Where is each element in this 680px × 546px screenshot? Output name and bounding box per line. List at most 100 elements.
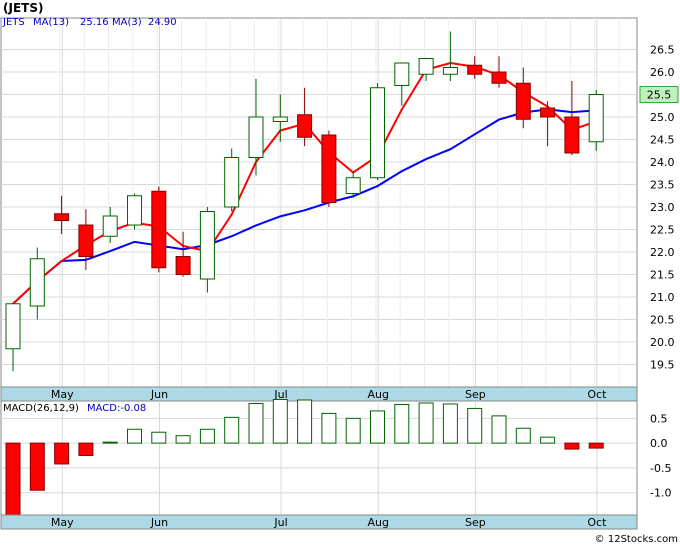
candle-body: [5, 303, 21, 350]
macd-bar: [394, 403, 410, 444]
legend-ma13-value: 25.16: [80, 17, 109, 28]
price-month-label: Jun: [150, 388, 168, 401]
candle-body: [224, 157, 240, 208]
price-tick-label: 23.0: [650, 201, 675, 214]
macd-bar: [442, 403, 458, 444]
macd-month-label: Jul: [273, 516, 287, 529]
candle-body: [29, 258, 45, 307]
price-tick-label: 26.5: [650, 44, 675, 57]
price-panel: 19.5 20.0 20.5 21.0 21.5 22.0 22.5 23.0 23.5 24.0…: [0, 17, 679, 388]
price-tick-label: 22.0: [650, 246, 675, 259]
macd-tick-label: -1.0: [650, 487, 671, 500]
candle-body: [588, 94, 604, 143]
ma13-polyline: [12, 108, 597, 305]
macd-month-label: Jun: [150, 516, 168, 529]
price-grid: [1, 18, 637, 387]
candle-body: [418, 58, 434, 75]
candle-body: [370, 87, 385, 179]
macd-value-label: MACD:-0.08: [87, 403, 146, 414]
candle-body: [442, 67, 458, 75]
ma13-line: [12, 108, 597, 305]
candle-body: [491, 71, 507, 84]
candle-body: [515, 82, 531, 120]
candle-body: [394, 62, 410, 86]
macd-bar: [224, 416, 240, 444]
macd-bar: [272, 399, 288, 444]
legend-symbol: JETS: [2, 17, 25, 28]
candle-body: [151, 190, 167, 269]
last-price-tag: 25.5: [639, 86, 679, 103]
price-tick-label: 24.5: [650, 134, 675, 147]
price-tick-label: 21.0: [650, 291, 675, 304]
macd-bar: [29, 442, 45, 491]
candle-body: [564, 116, 580, 154]
legend: JETS MA(13) 25.16 MA(3) 24.90: [2, 17, 177, 28]
price-month-axis: [0, 386, 638, 402]
chart-title: (JETS): [3, 1, 43, 15]
macd-bar: [588, 442, 604, 449]
macd-bar: [418, 402, 434, 444]
macd-bar: [151, 431, 167, 444]
macd-month-label: Oct: [587, 516, 607, 529]
price-tick-label: 25.0: [650, 111, 675, 124]
candle-body: [321, 134, 337, 203]
macd-bar: [370, 410, 385, 444]
macd-month-labels: May Jun Jul Aug Sep Oct: [51, 516, 607, 529]
macd-bar: [175, 435, 191, 444]
macd-bar: [54, 442, 70, 465]
price-tick-label: 19.5: [650, 359, 675, 372]
price-tick-label: 20.5: [650, 314, 675, 327]
price-month-label: Sep: [465, 388, 486, 401]
price-tick-label: 26.0: [650, 66, 675, 79]
macd-title: MACD(26,12,9): [3, 403, 79, 414]
candle-body: [540, 107, 556, 118]
legend-ma3-value: 24.90: [148, 17, 177, 28]
candle-body: [54, 213, 70, 221]
macd-bar: [345, 417, 361, 444]
macd-bar: [127, 428, 142, 444]
price-month-labels: May Jun Jul Aug Sep Oct: [51, 388, 607, 401]
macd-tick-label: -0.5: [650, 462, 671, 475]
macd-month-label: Sep: [465, 516, 486, 529]
candle-body: [78, 224, 94, 257]
candle-body: [297, 114, 313, 138]
legend-ma3-label: MA(3): [112, 17, 142, 28]
macd-y-axis: 0.5 0.0 -0.5 -1.0: [650, 412, 671, 499]
macd-bar: [297, 399, 313, 444]
last-price-box: [639, 86, 679, 103]
macd-month-axis: [0, 514, 638, 530]
macd-month-label: May: [51, 516, 74, 529]
price-tick-label: 24.0: [650, 156, 675, 169]
price-tick-label: 23.5: [650, 179, 675, 192]
macd-bar: [5, 442, 21, 516]
macd-bar: [491, 415, 507, 444]
copyright: © 12Stocks.com: [595, 534, 678, 545]
macd-tick-label: 0.5: [650, 412, 668, 425]
price-month-label: May: [51, 388, 74, 401]
macd-bar: [467, 407, 483, 444]
price-tick-label: 20.0: [650, 336, 675, 349]
macd-bar: [78, 442, 94, 457]
price-candles: [5, 31, 604, 372]
macd-panel: 0.5 0.0 -0.5 -1.0 MACD(26,12,9) MACD:-0.08: [0, 399, 671, 516]
macd-bar: [564, 442, 580, 450]
macd-bar: [515, 427, 531, 444]
candle-body: [199, 211, 215, 280]
macd-bar: [102, 441, 118, 444]
price-month-label: Aug: [367, 388, 388, 401]
macd-bar: [199, 428, 215, 444]
macd-bars: [5, 399, 604, 516]
candle-body: [102, 215, 118, 237]
macd-month-label: Aug: [367, 516, 388, 529]
candle-body: [175, 256, 191, 275]
candle-body: [248, 116, 264, 158]
macd-bar: [540, 436, 556, 444]
macd-bar: [321, 412, 337, 444]
candle-body: [467, 64, 483, 75]
price-month-label: Oct: [587, 388, 607, 401]
price-month-label: Jul: [273, 388, 287, 401]
candle-body: [272, 116, 288, 122]
candle-body: [127, 195, 142, 226]
